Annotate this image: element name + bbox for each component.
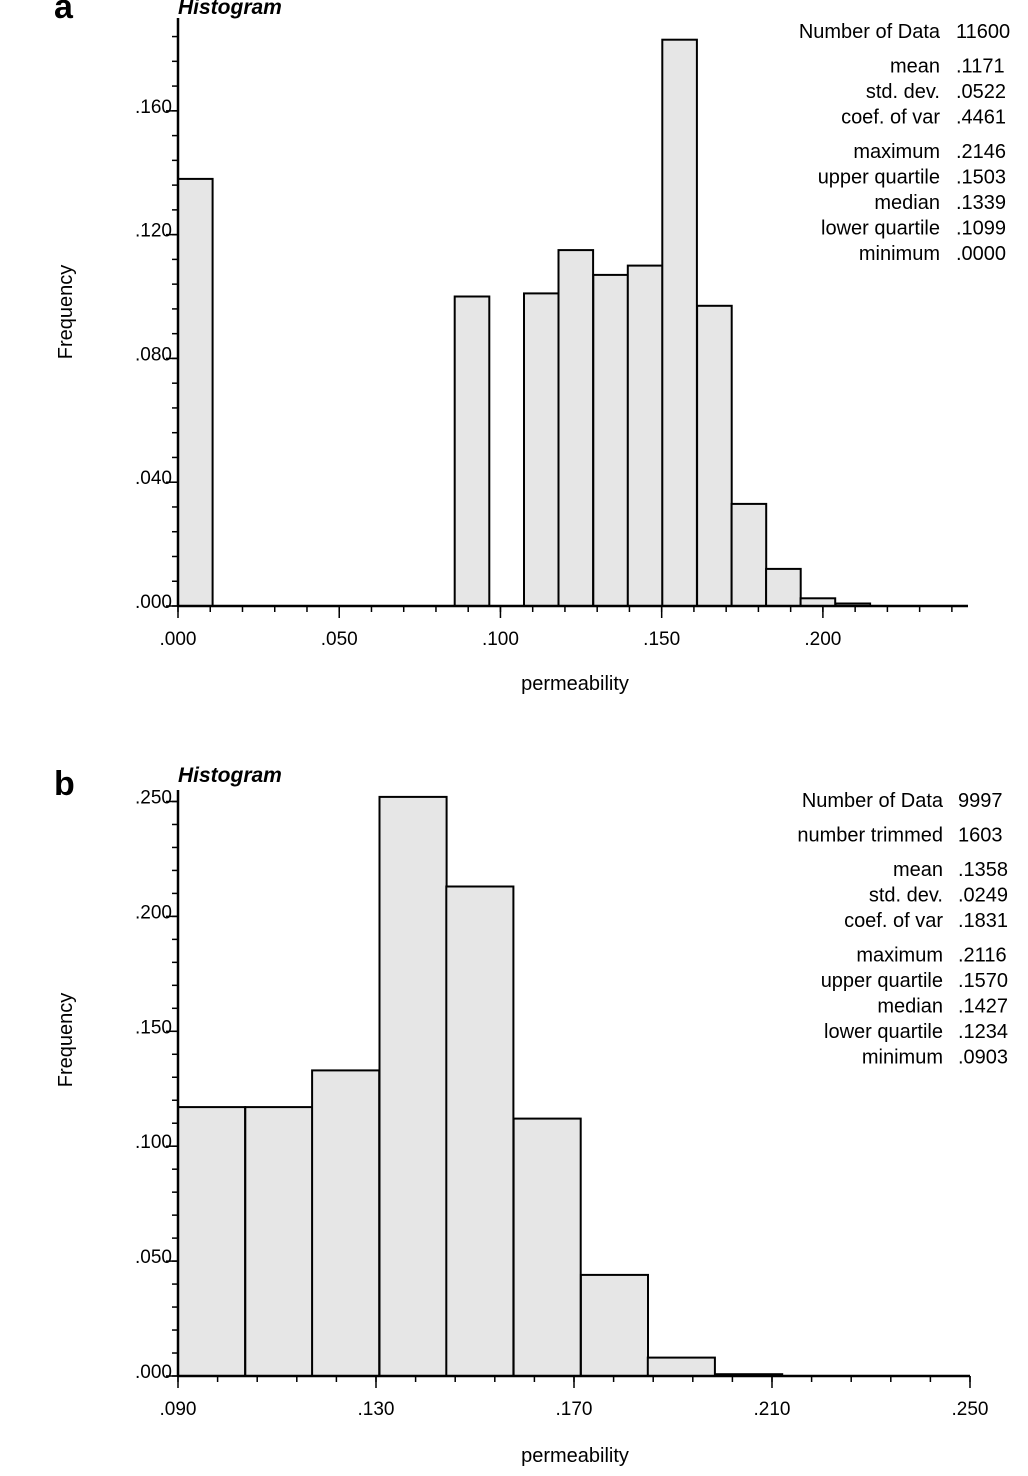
- stat-label: coef. of var: [841, 107, 940, 129]
- stat-label: median: [877, 996, 943, 1018]
- histogram-bar: [730, 502, 768, 607]
- chart-title: Histogram: [178, 0, 282, 19]
- histogram-bar: [523, 292, 560, 607]
- stat-label: median: [874, 192, 940, 214]
- y-tick-label: .200: [135, 902, 172, 923]
- stat-label: upper quartile: [818, 167, 940, 189]
- x-tick-label: .150: [643, 629, 680, 650]
- stat-value: .1503: [956, 167, 1006, 189]
- stat-value: 1603: [958, 825, 1003, 847]
- stat-value: .0522: [956, 81, 1006, 103]
- histogram-bar: [378, 795, 448, 1377]
- stat-value: .1339: [956, 192, 1006, 214]
- stat-label: std. dev.: [869, 885, 943, 907]
- bars: [177, 38, 872, 608]
- y-tick-label: .100: [135, 1132, 172, 1153]
- stat-label: maximum: [856, 945, 943, 967]
- stat-label: lower quartile: [824, 1021, 943, 1043]
- x-tick-label: .200: [804, 629, 841, 650]
- stat-value: .0249: [958, 885, 1008, 907]
- x-tick-label: .210: [754, 1399, 791, 1420]
- histogram-bar: [453, 295, 491, 607]
- histogram-bar: [311, 1069, 381, 1378]
- y-ticks: .000 .050 .100 .150 .200 .250: [135, 787, 178, 1383]
- stat-label: Number of Data: [802, 790, 944, 812]
- stat-value: .1171: [956, 56, 1005, 78]
- panel-letter: a: [54, 0, 74, 26]
- stat-value: .1427: [958, 996, 1008, 1018]
- x-tick-label: .100: [482, 629, 519, 650]
- stat-value: .1570: [958, 970, 1008, 992]
- x-axis-label: permeability: [521, 673, 629, 695]
- stat-label: std. dev.: [866, 81, 940, 103]
- x-axis-label: permeability: [521, 1445, 629, 1467]
- panel-b: b Histogram Frequency permeability .000.…: [54, 764, 1008, 1467]
- stat-label: upper quartile: [821, 970, 943, 992]
- stat-label: maximum: [853, 141, 940, 163]
- stat-label: lower quartile: [821, 218, 940, 240]
- histogram-bar: [592, 273, 629, 607]
- y-tick-label: .250: [135, 787, 172, 808]
- panel-letter: b: [54, 765, 75, 803]
- x-tick-label: .250: [952, 1399, 989, 1420]
- stat-label: coef. of var: [844, 910, 943, 932]
- stat-label: mean: [890, 56, 940, 78]
- y-ticks: .000 .040 .080 .120 .160: [135, 97, 178, 613]
- x-tick-label: .000: [160, 629, 197, 650]
- y-tick-label: .000: [135, 1362, 172, 1383]
- stat-label: Number of Data: [799, 21, 941, 43]
- stat-value: 9997: [958, 790, 1003, 812]
- stats-table: Number of Data 9997 number trimmed 1603 mean…: [797, 790, 1008, 1069]
- y-tick-label: .040: [135, 468, 172, 489]
- histogram-bar: [626, 264, 664, 607]
- stat-label: minimum: [859, 243, 940, 265]
- stat-label: mean: [893, 859, 943, 881]
- x-tick-label: .050: [321, 629, 358, 650]
- bars: [177, 795, 784, 1378]
- x-tick-label: .130: [358, 1399, 395, 1420]
- y-axis-label: Frequency: [55, 993, 77, 1088]
- stat-value: .1234: [958, 1021, 1008, 1043]
- stat-value: .0000: [956, 243, 1006, 265]
- stat-value: 11600: [956, 21, 1010, 43]
- stat-label: minimum: [862, 1047, 943, 1069]
- stats-table: Number of Data 11600 mean .1171 std. dev. .05…: [799, 21, 1010, 265]
- panel-a: a Histogram Frequency permeability .000.…: [54, 0, 1010, 695]
- stat-value: .2146: [956, 141, 1006, 163]
- histogram-bar: [765, 567, 802, 608]
- y-axis-label: Frequency: [55, 265, 77, 360]
- histogram-bar: [557, 249, 595, 607]
- chart-title: Histogram: [178, 764, 282, 787]
- stat-value: .1358: [958, 859, 1008, 881]
- histogram-bar: [696, 304, 733, 607]
- y-tick-label: .120: [135, 221, 172, 242]
- stat-value: .4461: [956, 107, 1006, 129]
- stat-value: .1099: [956, 218, 1006, 240]
- y-tick-label: .160: [135, 97, 172, 118]
- histogram-bar: [646, 1356, 716, 1377]
- x-ticks: .000 .050 .100 .150 .200: [160, 606, 841, 650]
- histogram-bar: [445, 885, 515, 1377]
- histogram-bar: [579, 1273, 650, 1378]
- stat-value: .2116: [958, 945, 1007, 967]
- x-tick-label: .090: [160, 1399, 197, 1420]
- x-tick-label: .170: [556, 1399, 593, 1420]
- x-ticks: .090 .130 .170 .210 .250: [160, 1376, 989, 1420]
- histogram-bar: [512, 1117, 582, 1377]
- stat-value: .0903: [958, 1047, 1008, 1069]
- histogram-bar: [177, 177, 214, 607]
- histogram-bar: [177, 1106, 247, 1377]
- y-tick-label: .150: [135, 1017, 172, 1038]
- y-tick-label: .000: [135, 592, 172, 613]
- stat-value: .1831: [958, 910, 1008, 932]
- histogram-bar: [244, 1106, 314, 1377]
- y-tick-label: .080: [135, 344, 172, 365]
- histogram-bar: [661, 38, 698, 607]
- stat-label: number trimmed: [797, 825, 943, 847]
- y-tick-label: .050: [135, 1247, 172, 1268]
